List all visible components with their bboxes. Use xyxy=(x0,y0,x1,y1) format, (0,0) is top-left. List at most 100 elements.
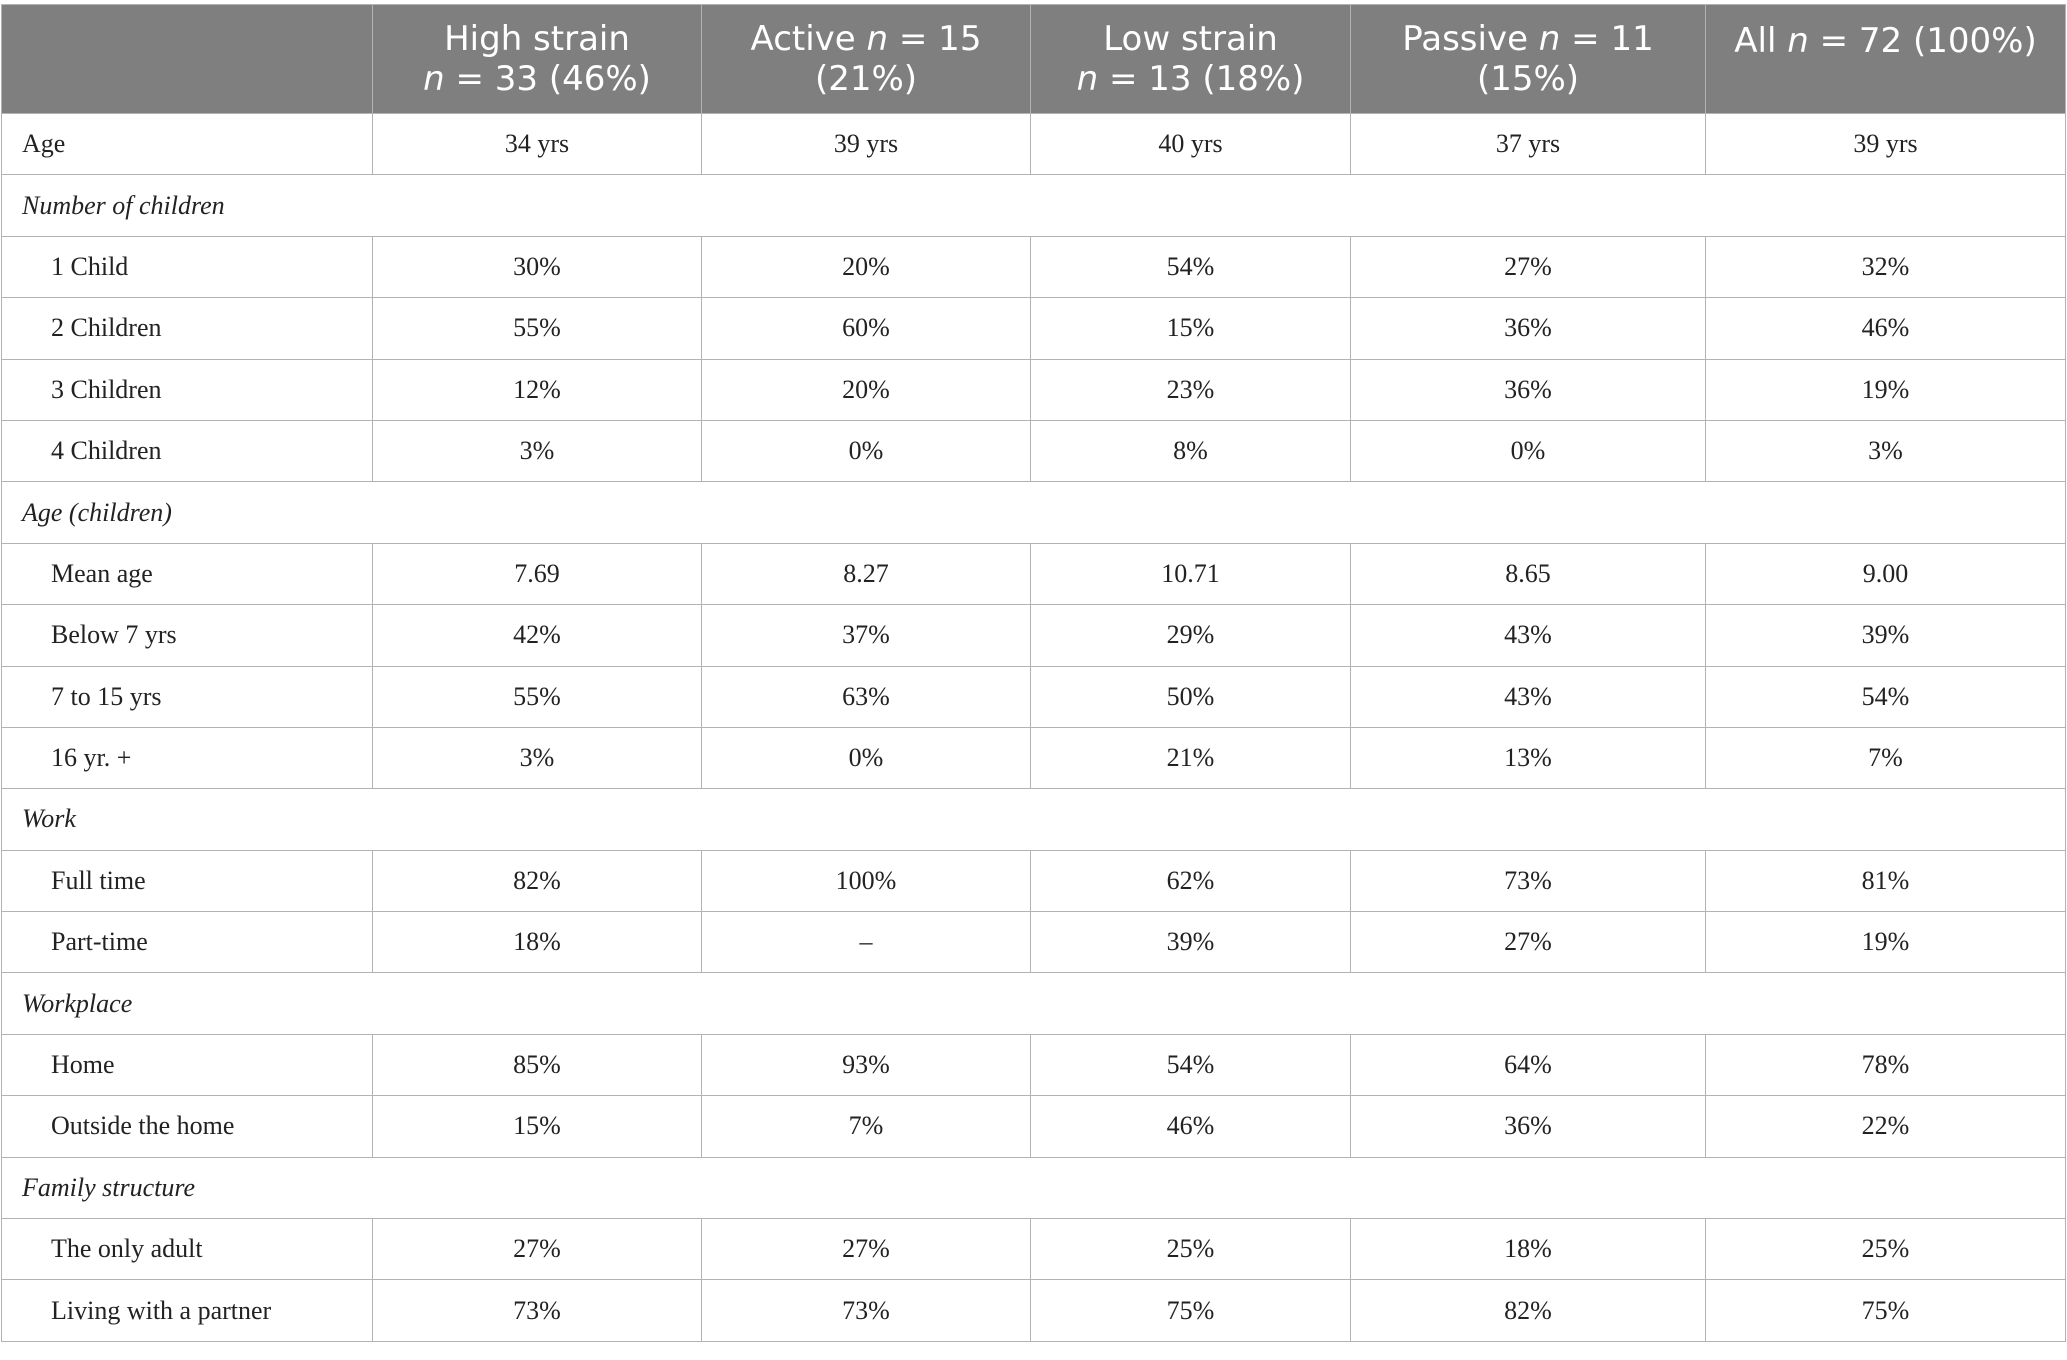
table-cell: 39 yrs xyxy=(701,112,1031,176)
table-header: High strain n = 33 (46%) Active n = 15 (… xyxy=(1,4,2066,114)
table-row: Living with a partner 73% 73% 75% 82% 75% xyxy=(1,1279,2066,1342)
header-cell-empty xyxy=(1,4,373,114)
table-cell: 37% xyxy=(701,604,1031,667)
table-cell: 100% xyxy=(701,849,1031,913)
table-cell: 27% xyxy=(701,1218,1031,1281)
data-table: High strain n = 33 (46%) Active n = 15 (… xyxy=(1,4,2066,1342)
table-cell: 22% xyxy=(1705,1095,2066,1158)
table-cell: 25% xyxy=(1030,1218,1351,1281)
section-row: Number of children xyxy=(1,174,2066,237)
header-text: Active xyxy=(750,19,867,59)
row-label: The only adult xyxy=(1,1218,373,1281)
table-cell: 75% xyxy=(1030,1279,1351,1342)
header-line: (21%) xyxy=(708,59,1024,99)
header-line: n = 13 (18%) xyxy=(1037,59,1344,99)
table-row: Home 85% 93% 54% 64% 78% xyxy=(1,1033,2066,1097)
table-cell: 8.27 xyxy=(701,542,1031,606)
row-label: Full time xyxy=(1,849,373,913)
header-cell-all: All n = 72 (100%) xyxy=(1705,4,2066,114)
table-row: Part-time 18% –39% 27% 19% xyxy=(1,911,2066,974)
table-cell: 0% xyxy=(701,726,1031,790)
table-cell: 36% xyxy=(1350,1095,1706,1158)
table-cell: 8.65 xyxy=(1350,542,1706,606)
table-cell: 36% xyxy=(1350,358,1706,421)
table-row: Below 7 yrs 42% 37% 29% 43% 39% xyxy=(1,604,2066,667)
row-label: 3 Children xyxy=(1,358,373,421)
header-text: High strain xyxy=(444,19,630,59)
table-cell: 29% xyxy=(1030,604,1351,667)
header-line: Low strain xyxy=(1037,19,1344,59)
header-cell-passive: Passive n = 11 (15%) xyxy=(1350,4,1706,114)
header-cell-high-strain: High strain n = 33 (46%) xyxy=(372,4,702,114)
row-label: Mean age xyxy=(1,542,373,606)
table-cell: 32% xyxy=(1705,235,2066,299)
section-row: Family structure xyxy=(1,1156,2066,1220)
table-cell: 3% xyxy=(372,726,702,790)
table-cell: 18% xyxy=(372,911,702,974)
table-cell: 46% xyxy=(1705,297,2066,360)
table-cell: 81% xyxy=(1705,849,2066,913)
table-cell: 7.69 xyxy=(372,542,702,606)
table-row: 2 Children 55% 60% 15% 36% 46% xyxy=(1,297,2066,360)
row-label: Age xyxy=(1,112,373,176)
table-cell: 27% xyxy=(1350,911,1706,974)
table-cell: 15% xyxy=(372,1095,702,1158)
section-label: Age (children) xyxy=(1,481,2066,544)
row-label: 2 Children xyxy=(1,297,373,360)
section-row: Age (children) xyxy=(1,481,2066,544)
header-text: = 11 xyxy=(1560,19,1654,59)
table-row: Full time 82% 100% 62% 73% 81% xyxy=(1,849,2066,913)
table-row: 3 Children 12% 20% 23% 36% 19% xyxy=(1,358,2066,421)
table-cell: 75% xyxy=(1705,1279,2066,1342)
table-cell: 64% xyxy=(1350,1033,1706,1097)
header-n-symbol: n xyxy=(1076,59,1099,99)
table-cell: 13% xyxy=(1350,726,1706,790)
header-cell-active: Active n = 15 (21%) xyxy=(701,4,1031,114)
table-cell: 34 yrs xyxy=(372,112,702,176)
table-cell: 43% xyxy=(1350,604,1706,667)
table-row: Outside the home 15% 7% 46% 36% 22% xyxy=(1,1095,2066,1158)
table-cell: 20% xyxy=(701,235,1031,299)
table-cell: 73% xyxy=(372,1279,702,1342)
table-cell: 3% xyxy=(1705,419,2066,483)
row-label: Living with a partner xyxy=(1,1279,373,1342)
table-cell: 19% xyxy=(1705,358,2066,421)
section-label: Number of children xyxy=(1,174,2066,237)
header-line: Active n = 15 xyxy=(708,19,1024,59)
row-label: Below 7 yrs xyxy=(1,604,373,667)
table-cell: 3% xyxy=(372,419,702,483)
header-row: High strain n = 33 (46%) Active n = 15 (… xyxy=(1,4,2066,114)
header-text: Passive xyxy=(1402,19,1539,59)
table-cell: 43% xyxy=(1350,665,1706,728)
section-row: Work xyxy=(1,788,2066,851)
row-label: Home xyxy=(1,1033,373,1097)
header-line: n = 33 (46%) xyxy=(379,59,695,99)
table-cell: 15% xyxy=(1030,297,1351,360)
table-cell: 0% xyxy=(701,419,1031,483)
table-cell: 54% xyxy=(1030,1033,1351,1097)
row-label: 7 to 15 yrs xyxy=(1,665,373,728)
header-n-symbol: n xyxy=(1787,21,1809,61)
table-cell: 85% xyxy=(372,1033,702,1097)
table-row: The only adult 27% 27% 25% 18% 25% xyxy=(1,1218,2066,1281)
table-row: 1 Child 30% 20% 54% 27% 32% xyxy=(1,235,2066,299)
table-row: 7 to 15 yrs 55% 63% 50% 43% 54% xyxy=(1,665,2066,728)
header-text: = 15 xyxy=(888,19,982,59)
header-line: Passive n = 11 xyxy=(1357,19,1699,59)
header-text: Low strain xyxy=(1103,19,1278,59)
row-label: Part-time xyxy=(1,911,373,974)
table-cell: 10.71 xyxy=(1030,542,1351,606)
table-row: 4 Children 3% 0% 8% 0% 3% xyxy=(1,419,2066,483)
table-cell: 39 yrs xyxy=(1705,112,2066,176)
header-text: = 13 (18%) xyxy=(1098,59,1305,99)
section-label: Family structure xyxy=(1,1156,2066,1220)
header-line: High strain xyxy=(379,19,695,59)
section-row: Workplace xyxy=(1,972,2066,1035)
header-text: = 33 (46%) xyxy=(444,59,651,99)
header-n-symbol: n xyxy=(423,59,445,99)
table-cell: – xyxy=(701,911,1031,974)
row-label: 16 yr. + xyxy=(1,726,373,790)
table-cell: 7% xyxy=(701,1095,1031,1158)
row-label: 1 Child xyxy=(1,235,373,299)
table-row: Age 34 yrs 39 yrs 40 yrs 37 yrs 39 yrs xyxy=(1,112,2066,176)
